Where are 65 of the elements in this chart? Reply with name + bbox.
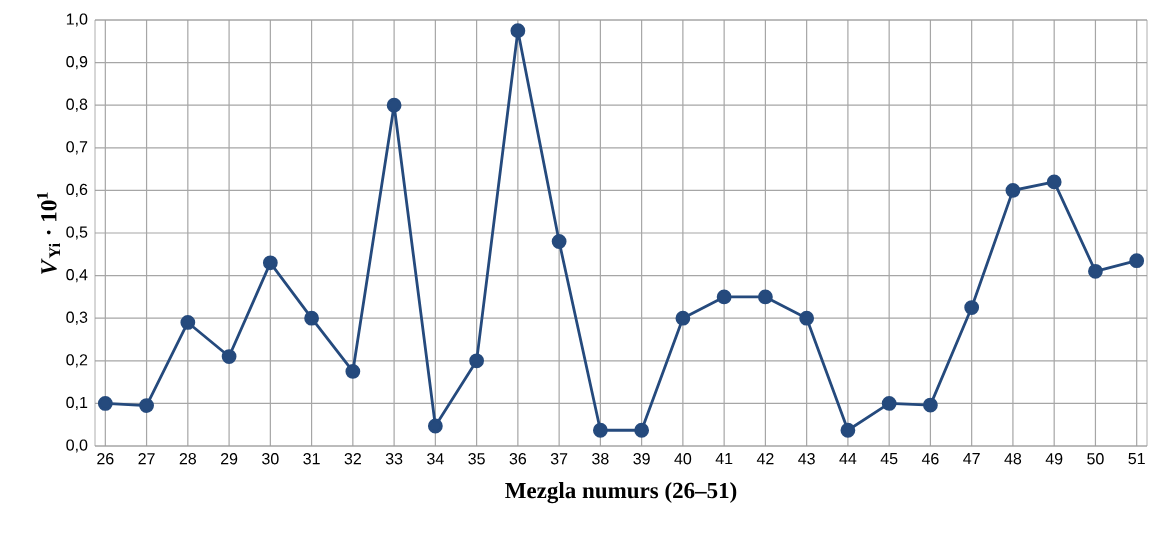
point <box>634 422 650 438</box>
y-axis-title: V$_{Yi}$ · 10$^{1}$ <box>37 192 60 274</box>
x-tick-label: 39 <box>633 453 650 465</box>
x-tick-label: 28 <box>179 453 197 465</box>
y-tick-label: 0,6 <box>66 183 88 197</box>
point <box>97 396 113 411</box>
point <box>758 289 773 305</box>
y-tick-label: 0,0 <box>66 439 88 453</box>
y-tick-label: 0,2 <box>66 354 88 368</box>
y-tick-label: 0,7 <box>66 141 88 155</box>
point <box>469 353 485 369</box>
x-tick-label: 26 <box>97 453 114 465</box>
point <box>881 396 897 411</box>
point <box>799 310 815 326</box>
x-axis-title: Mezgla numurs (26–51) <box>505 482 737 504</box>
point <box>139 398 154 413</box>
x-tick-label: 30 <box>262 453 279 465</box>
x-tick-label: 31 <box>303 453 320 465</box>
x-tick-label: 27 <box>138 453 155 465</box>
point <box>1046 174 1062 190</box>
point <box>427 418 443 434</box>
x-tick-label: 33 <box>385 453 403 465</box>
point <box>180 315 196 330</box>
point <box>345 364 361 379</box>
x-tick-label: 41 <box>715 453 733 465</box>
point <box>551 234 567 249</box>
x-tick-label: 49 <box>1045 453 1063 465</box>
y-tick-label: 0,8 <box>66 98 88 112</box>
x-tick-label: 44 <box>839 453 857 465</box>
x-tick-label: 36 <box>509 453 527 465</box>
point <box>592 422 608 438</box>
x-tick-label: 40 <box>674 453 692 465</box>
x-tick-label: 46 <box>921 453 939 465</box>
y-tick-label: 0,1 <box>66 396 88 410</box>
y-tick-label: 1,0 <box>66 13 88 27</box>
x-tick-label: 45 <box>880 453 898 465</box>
x-tick-label: 38 <box>592 453 609 465</box>
point <box>1005 183 1021 198</box>
y-tick-label: 0,9 <box>66 56 88 70</box>
point <box>386 97 402 113</box>
x-tick-label: 35 <box>468 453 485 465</box>
x-tick-label: 51 <box>1128 453 1145 465</box>
x-tick-label: 37 <box>550 453 568 465</box>
x-tick-label: 50 <box>1087 453 1104 465</box>
x-tick-label: 47 <box>963 453 980 465</box>
point <box>304 310 319 326</box>
y-tick-label: 0,5 <box>66 226 88 240</box>
x-tick-label: 32 <box>344 453 361 465</box>
point <box>510 23 526 39</box>
x-tick-label: 42 <box>756 453 774 465</box>
y-tick-label: 0,4 <box>66 269 88 283</box>
x-tick-label: 43 <box>798 453 815 465</box>
x-tick-label: 48 <box>1004 453 1022 465</box>
point <box>221 349 237 364</box>
point <box>675 310 691 326</box>
point <box>262 255 278 271</box>
point <box>1129 253 1145 269</box>
point <box>923 397 938 413</box>
point <box>840 422 856 438</box>
point <box>1088 263 1103 279</box>
point <box>716 289 732 305</box>
x-tick-label: 34 <box>427 453 444 465</box>
x-tick-label: 29 <box>221 453 238 465</box>
point <box>964 300 980 315</box>
y-tick-label: 0,3 <box>66 311 88 325</box>
